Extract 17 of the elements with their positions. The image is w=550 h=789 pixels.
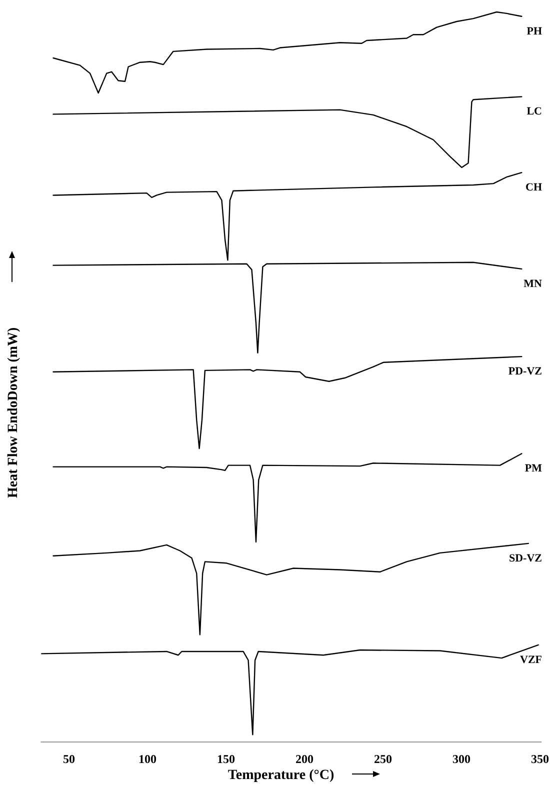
series-label: SD-VZ [508,552,542,564]
x-tick-label: 200 [295,752,314,766]
x-axis-title: Temperature (°C) [228,768,334,783]
series-label: PM [524,462,543,475]
series-label: VZF [520,654,542,666]
series-label: LC [526,106,542,118]
x-tick-label: 50 [62,752,75,766]
y-axis-title: Heat Flow EndoDown (mW) [6,326,21,498]
x-tick-label: 250 [374,752,392,766]
x-tick-label: 100 [138,752,156,766]
series-label: MN [524,278,542,290]
x-tick-label: 350 [531,752,550,766]
x-tick-label: 300 [452,752,471,766]
series-label: PH [526,25,542,38]
series-label: CH [526,182,542,194]
x-tick-label: 150 [216,752,235,766]
series-label: PD-VZ [508,366,542,378]
